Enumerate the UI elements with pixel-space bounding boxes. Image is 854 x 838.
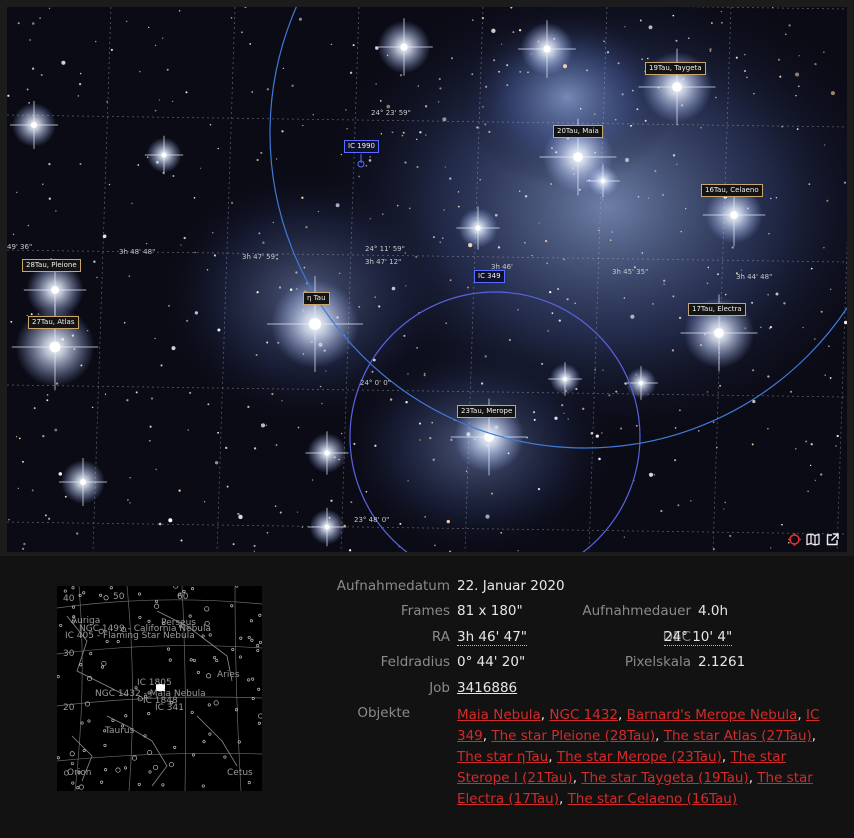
map-label-ic1848: IC 1848: [143, 696, 178, 706]
coord-ra-34759: 3h 47' 59": [242, 253, 279, 261]
coord-dec-2348: 23° 48' 0": [354, 516, 390, 524]
coord-ra-34712: 3h 47' 12": [365, 258, 402, 266]
label-ic349: IC 349: [474, 270, 505, 283]
annotated-astrophoto: 19Tau, Taygeta 20Tau, Maia 16Tau, Celaen…: [7, 7, 847, 552]
label-celaeno: 16Tau, Celaeno: [701, 184, 763, 197]
map-label-40: 40: [63, 594, 75, 604]
astrophoto-canvas: [7, 7, 847, 552]
coord-ra-34848: 3h 48' 48": [119, 248, 156, 256]
label-ic1990: IC 1990: [344, 140, 379, 153]
map-label-auriga: Auriga: [71, 616, 101, 626]
map-label-ngc1432: NGC 1432 - Maia Nebula: [95, 689, 206, 699]
coord-dec-2400: 24° 0' 0": [360, 379, 391, 387]
bright-stars: [10, 18, 766, 547]
label-merope: 23Tau, Merope: [457, 405, 517, 418]
objects-list: Maia Nebula, NGC 1432, Barnard's Merope …: [457, 707, 820, 807]
map-label-cetus: Cetus: [227, 768, 253, 778]
ra-value[interactable]: 3h 46' 47": [457, 629, 528, 646]
dec-label: DEC: [662, 629, 691, 645]
map-label-ic405: IC 405 - Flaming Star Nebula: [65, 631, 195, 641]
object-link-atlas[interactable]: The star Atlas (27Tau): [663, 728, 812, 744]
map-label-60: 60: [177, 592, 189, 602]
ic1990-marker: [357, 160, 365, 168]
radius-value: 0° 44' 20": [457, 654, 526, 670]
map-label-orion: Orion: [67, 768, 92, 778]
label-pleione: 28Tau, Pleione: [22, 259, 81, 272]
coord-ra-34448: 3h 44' 48": [736, 273, 773, 281]
object-link-taygeta[interactable]: The star Taygeta (19Tau): [581, 770, 749, 786]
label-electra: 17Tau, Electra: [688, 303, 746, 316]
label-eta-tau: η Tau: [303, 292, 330, 305]
constellation-lines: [66, 610, 238, 787]
object-link-merope[interactable]: The star Merope (23Tau): [556, 749, 722, 765]
map-label-ic341: IC 341: [155, 703, 184, 713]
map-label-taurus: Taurus: [105, 726, 135, 736]
coord-dec-2423: 24° 23' 59": [371, 109, 411, 117]
dec-value[interactable]: 24° 10' 4": [664, 629, 733, 646]
object-link-maia-nebula[interactable]: Maia Nebula: [457, 707, 541, 723]
object-link-ngc1432[interactable]: NGC 1432: [549, 707, 619, 723]
coord-ra-4936: 49' 36": [7, 243, 33, 251]
map-label-aries: Aries: [217, 670, 240, 680]
coord-ra-34535: 3h 45' 35": [612, 268, 649, 276]
coordinate-grid: [7, 7, 847, 552]
map-label-50: 50: [113, 592, 125, 602]
object-link-electra[interactable]: The star Electra (17Tau): [457, 770, 813, 807]
map-label-30: 30: [63, 649, 75, 659]
date-value: 22. Januar 2020: [457, 578, 565, 594]
external-link-icon[interactable]: [825, 532, 839, 546]
frames-label: Frames: [400, 603, 450, 619]
crosshair-icon[interactable]: [787, 532, 801, 546]
objects-label: Objekte: [357, 705, 410, 721]
map-label-perseus: Perseus: [161, 618, 196, 628]
label-maia: 20Tau, Maia: [553, 125, 603, 138]
sky-map-grid: [57, 586, 262, 791]
object-link-pleione[interactable]: The star Pleione (28Tau): [491, 728, 656, 744]
nebula-north: [457, 7, 677, 187]
ic349-circle: [349, 291, 641, 552]
frames-value: 81 x 180": [457, 603, 523, 619]
label-taygeta: 19Tau, Taygeta: [645, 62, 706, 75]
duration-label: Aufnahmedauer: [582, 603, 691, 619]
object-link-barnards-merope[interactable]: Barnard's Merope Nebula: [626, 707, 798, 723]
object-link-celaeno[interactable]: The star Celaeno (16Tau): [567, 791, 738, 807]
sky-map-canvas: [57, 586, 262, 791]
coord-ra-346: 3h 46': [491, 263, 513, 271]
map-label-ic1805: IC 1805: [137, 678, 172, 688]
scale-label: Pixelskala: [624, 654, 691, 670]
job-link[interactable]: 3416886: [457, 680, 518, 696]
map-label-ngc1499: NGC 1499 - California Nebula: [79, 624, 212, 634]
object-link-sterope[interactable]: The star Sterope I (21Tau): [457, 749, 787, 786]
sky-overview-map[interactable]: 40 50 60 30 20 Auriga Perseus NGC 1499 -…: [57, 586, 262, 791]
map-label-20: 20: [63, 703, 75, 713]
object-link-ic349[interactable]: IC 349: [457, 707, 820, 744]
label-atlas: 27Tau, Atlas: [28, 316, 79, 329]
info-panel: 40 50 60 30 20 Auriga Perseus NGC 1499 -…: [0, 556, 854, 838]
field-circle-large: [269, 7, 847, 449]
scale-value: 2.1261: [698, 654, 746, 670]
ra-label: RA: [431, 629, 450, 645]
coord-dec-2411: 24° 11' 59": [365, 245, 405, 253]
job-label: Job: [429, 680, 450, 696]
field-position-marker: [156, 684, 165, 691]
date-label: Aufnahmedatum: [336, 578, 450, 594]
sky-map-stars: [57, 586, 262, 790]
object-link-eta-tau[interactable]: The star ηTau: [457, 749, 549, 765]
map-icon[interactable]: [806, 532, 820, 546]
duration-value: 4.0h: [698, 603, 729, 619]
radius-label: Feldradius: [380, 654, 450, 670]
image-toolbar: [787, 532, 839, 546]
